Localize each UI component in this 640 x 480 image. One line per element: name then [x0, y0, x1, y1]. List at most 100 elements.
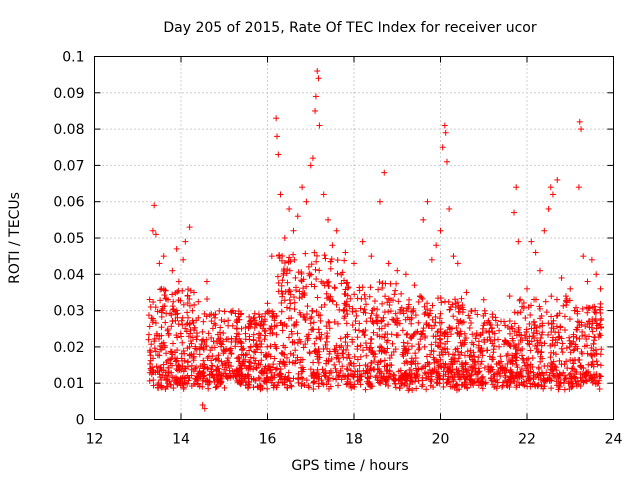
data-point: [490, 349, 497, 356]
data-point: [413, 385, 420, 392]
data-point: [206, 371, 213, 378]
data-point: [589, 379, 596, 386]
data-point: [180, 301, 187, 308]
data-point: [327, 265, 334, 272]
data-point: [517, 368, 524, 375]
data-point: [563, 295, 570, 302]
data-point: [501, 378, 508, 385]
data-point: [354, 356, 361, 363]
data-point: [442, 341, 449, 348]
data-point: [323, 360, 330, 367]
data-point: [251, 310, 258, 317]
data-point: [369, 307, 376, 314]
data-point: [561, 313, 568, 320]
data-point: [568, 365, 575, 372]
data-point: [254, 346, 261, 353]
data-point: [400, 339, 407, 346]
data-point: [324, 376, 331, 383]
data-point: [455, 348, 462, 355]
data-point: [487, 321, 494, 328]
data-point: [309, 370, 316, 377]
data-point: [529, 355, 536, 362]
data-point: [367, 373, 374, 380]
data-point: [258, 318, 265, 325]
data-point: [316, 348, 323, 355]
data-point: [286, 267, 293, 274]
data-point: [454, 329, 461, 336]
data-point: [216, 368, 223, 375]
data-point: [218, 341, 225, 348]
data-point: [302, 341, 309, 348]
data-point: [293, 319, 300, 326]
data-point: [552, 329, 559, 336]
data-point: [290, 352, 297, 359]
data-point: [335, 382, 342, 389]
data-point: [376, 198, 383, 205]
data-point: [230, 373, 237, 380]
data-point: [171, 374, 178, 381]
data-point: [382, 381, 389, 388]
data-point: [192, 380, 199, 387]
data-point: [286, 205, 293, 212]
data-point: [146, 323, 153, 330]
data-point: [279, 327, 286, 334]
data-point: [268, 253, 275, 260]
data-point: [379, 284, 386, 291]
data-point: [221, 384, 228, 391]
data-point: [192, 343, 199, 350]
data-point: [571, 374, 578, 381]
data-point: [174, 334, 181, 341]
data-point: [468, 363, 475, 370]
data-point: [579, 328, 586, 335]
data-point: [525, 355, 532, 362]
data-point: [589, 316, 596, 323]
data-point: [526, 320, 533, 327]
data-point: [343, 320, 350, 327]
data-point: [366, 293, 373, 300]
data-point: [200, 357, 207, 364]
data-point: [506, 330, 513, 337]
data-point: [558, 274, 565, 281]
data-point: [421, 311, 428, 318]
data-point: [421, 369, 428, 376]
data-point: [164, 327, 171, 334]
data-point: [310, 319, 317, 326]
data-point: [356, 362, 363, 369]
data-point: [518, 379, 525, 386]
data-point: [312, 347, 319, 354]
data-point: [292, 347, 299, 354]
data-point: [590, 340, 597, 347]
data-point: [169, 318, 176, 325]
data-point: [334, 257, 341, 264]
data-point: [379, 347, 386, 354]
data-point: [172, 290, 179, 297]
data-point: [433, 242, 440, 249]
data-point: [591, 334, 598, 341]
data-point: [597, 362, 604, 369]
data-point: [220, 330, 227, 337]
data-point: [342, 339, 349, 346]
data-point: [582, 377, 589, 384]
data-point: [560, 302, 567, 309]
data-point: [473, 330, 480, 337]
data-point: [303, 377, 310, 384]
data-point: [331, 284, 338, 291]
data-point: [430, 348, 437, 355]
data-point: [314, 68, 321, 75]
data-point: [181, 375, 188, 382]
data-point: [556, 333, 563, 340]
data-point: [509, 325, 516, 332]
data-point: [353, 312, 360, 319]
data-point: [444, 333, 451, 340]
data-point: [325, 294, 332, 301]
data-point: [317, 335, 324, 342]
data-point: [562, 374, 569, 381]
data-point: [419, 377, 426, 384]
data-point: [267, 343, 274, 350]
data-point: [341, 300, 348, 307]
data-point: [535, 381, 542, 388]
data-point: [494, 376, 501, 383]
data-point: [410, 307, 417, 314]
data-point: [186, 302, 193, 309]
data-point: [354, 378, 361, 385]
